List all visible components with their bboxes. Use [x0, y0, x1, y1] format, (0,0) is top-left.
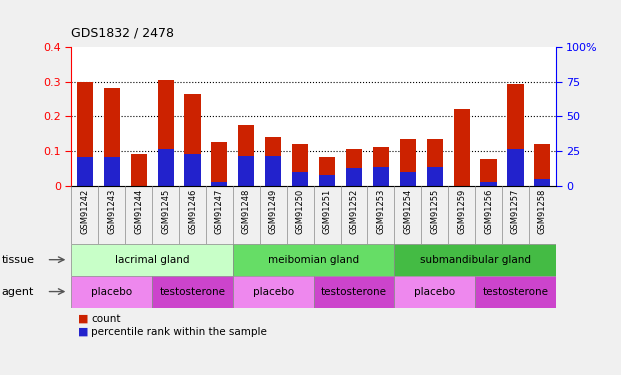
- Bar: [394, 276, 475, 308]
- Bar: [507, 149, 524, 186]
- Text: GSM91253: GSM91253: [376, 189, 386, 234]
- Text: tissue: tissue: [1, 255, 34, 265]
- Bar: [534, 144, 550, 186]
- Bar: [238, 156, 255, 186]
- Text: GSM91251: GSM91251: [322, 189, 332, 234]
- Text: ■: ■: [78, 314, 88, 324]
- Bar: [373, 166, 389, 186]
- Text: lacrimal gland: lacrimal gland: [115, 255, 189, 265]
- Bar: [534, 179, 550, 186]
- Bar: [453, 109, 469, 186]
- Text: count: count: [91, 314, 121, 324]
- Bar: [211, 182, 227, 186]
- Bar: [71, 276, 152, 308]
- Text: submandibular gland: submandibular gland: [420, 255, 530, 265]
- Text: agent: agent: [1, 286, 34, 297]
- Text: GSM91256: GSM91256: [484, 189, 493, 234]
- Bar: [104, 88, 120, 186]
- Bar: [319, 175, 335, 186]
- Bar: [507, 84, 524, 186]
- Text: percentile rank within the sample: percentile rank within the sample: [91, 327, 267, 337]
- Bar: [427, 139, 443, 186]
- Text: meibomian gland: meibomian gland: [268, 255, 359, 265]
- Text: testosterone: testosterone: [160, 286, 225, 297]
- Bar: [152, 276, 233, 308]
- Bar: [184, 94, 201, 186]
- Text: GSM91250: GSM91250: [296, 189, 305, 234]
- Bar: [233, 276, 314, 308]
- Bar: [346, 168, 362, 186]
- Bar: [130, 154, 147, 186]
- Bar: [319, 157, 335, 186]
- Bar: [104, 157, 120, 186]
- Text: GSM91244: GSM91244: [134, 189, 143, 234]
- Text: GDS1832 / 2478: GDS1832 / 2478: [71, 26, 175, 39]
- Text: GSM91242: GSM91242: [80, 189, 89, 234]
- Bar: [292, 144, 308, 186]
- Bar: [400, 139, 416, 186]
- Text: GSM91258: GSM91258: [538, 189, 547, 234]
- Bar: [77, 82, 93, 186]
- Text: placebo: placebo: [253, 286, 294, 297]
- Text: GSM91252: GSM91252: [350, 189, 358, 234]
- Bar: [265, 137, 281, 186]
- Bar: [400, 172, 416, 186]
- Bar: [475, 276, 556, 308]
- Bar: [265, 156, 281, 186]
- Bar: [184, 154, 201, 186]
- Bar: [481, 182, 497, 186]
- Text: GSM91248: GSM91248: [242, 189, 251, 234]
- Text: GSM91245: GSM91245: [161, 189, 170, 234]
- Text: testosterone: testosterone: [483, 286, 548, 297]
- Bar: [77, 157, 93, 186]
- Bar: [427, 166, 443, 186]
- Text: GSM91249: GSM91249: [269, 189, 278, 234]
- Text: placebo: placebo: [414, 286, 455, 297]
- Text: GSM91254: GSM91254: [403, 189, 412, 234]
- Text: GSM91247: GSM91247: [215, 189, 224, 234]
- Bar: [394, 244, 556, 276]
- Text: ■: ■: [78, 327, 88, 337]
- Bar: [211, 142, 227, 186]
- Text: GSM91257: GSM91257: [511, 189, 520, 234]
- Text: GSM91259: GSM91259: [457, 189, 466, 234]
- Bar: [481, 159, 497, 186]
- Bar: [238, 125, 255, 186]
- Text: GSM91246: GSM91246: [188, 189, 197, 234]
- Bar: [373, 147, 389, 186]
- Bar: [158, 80, 174, 186]
- Text: GSM91255: GSM91255: [430, 189, 439, 234]
- Bar: [346, 149, 362, 186]
- Bar: [314, 276, 394, 308]
- Bar: [158, 149, 174, 186]
- Text: placebo: placebo: [91, 286, 132, 297]
- Bar: [71, 244, 233, 276]
- Text: GSM91243: GSM91243: [107, 189, 116, 234]
- Text: testosterone: testosterone: [321, 286, 387, 297]
- Bar: [233, 244, 394, 276]
- Bar: [292, 172, 308, 186]
